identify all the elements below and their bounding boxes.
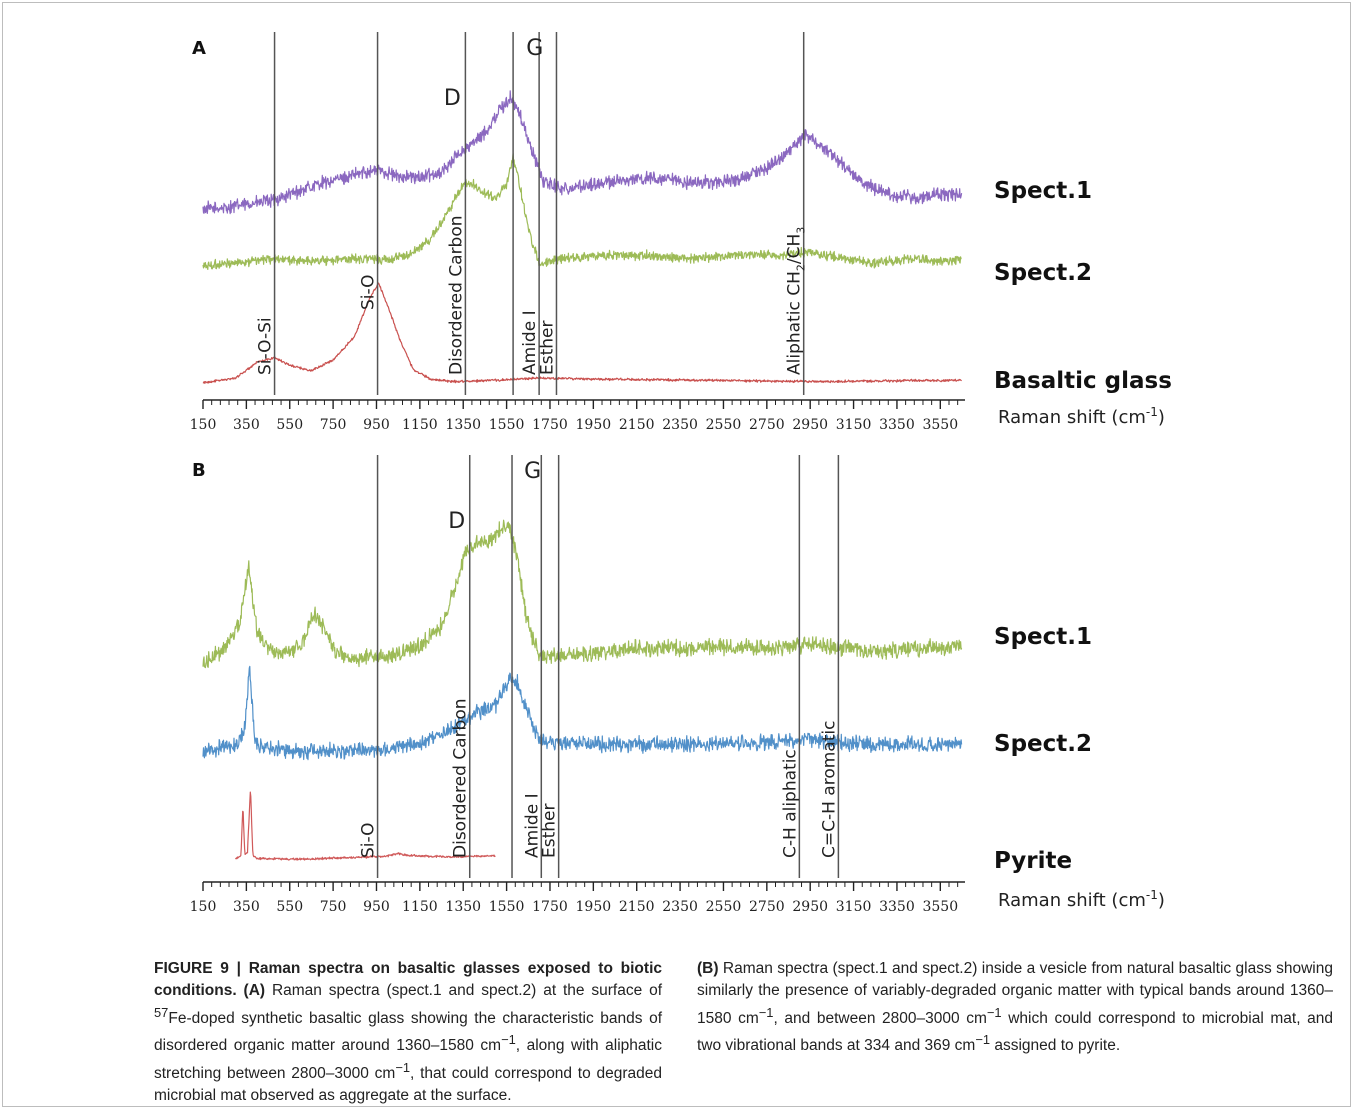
figure-caption-left: FIGURE 9 | Raman spectra on basaltic gla… xyxy=(154,958,662,1107)
x-tick-label: 3350 xyxy=(879,899,915,915)
peak-letter-d: D xyxy=(448,509,465,534)
x-tick-label: 3150 xyxy=(836,417,872,433)
band-label: Amide I xyxy=(520,310,540,375)
x-tick-label: 1750 xyxy=(532,417,568,433)
x-tick-label: 2550 xyxy=(706,417,742,433)
x-tick-label: 950 xyxy=(363,417,390,433)
x-tick-label: 2750 xyxy=(749,417,785,433)
series-trace-basaltic-glass xyxy=(202,282,962,384)
x-tick-label: 1350 xyxy=(445,899,481,915)
x-tick-label: 1550 xyxy=(489,417,525,433)
x-tick-label: 750 xyxy=(320,899,347,915)
series-label: Spect.2 xyxy=(994,260,1092,286)
band-label: Disordered Carbon xyxy=(446,215,466,375)
x-tick-label: 2350 xyxy=(662,417,698,433)
x-tick-label: 1350 xyxy=(445,417,481,433)
x-tick-label: 2950 xyxy=(792,899,828,915)
band-label: Si-O-Si xyxy=(256,317,276,375)
band-label: Aliphatic CH2/CH3 xyxy=(785,227,808,375)
band-label: Si-O xyxy=(359,822,379,858)
panel-label: A xyxy=(192,38,206,59)
x-tick-label: 350 xyxy=(233,417,260,433)
x-tick-label: 2550 xyxy=(706,899,742,915)
x-tick-label: 1950 xyxy=(576,899,612,915)
band-label: Esther xyxy=(540,804,560,859)
x-tick-label: 2750 xyxy=(749,899,785,915)
x-tick-label: 550 xyxy=(276,417,303,433)
x-tick-label: 1550 xyxy=(489,899,525,915)
x-tick-label: 1150 xyxy=(402,899,438,915)
series-trace-spect-1 xyxy=(202,519,963,669)
x-tick-label: 3150 xyxy=(836,899,872,915)
panel-a-chart: A 150 350 550 750 950 1150 1350 1550 1750 1950 2150… xyxy=(190,32,1172,433)
band-label: C-H aliphatic xyxy=(780,749,800,858)
caption-b-label: (B) xyxy=(697,960,719,977)
x-tick-label: 550 xyxy=(276,899,303,915)
peak-letter-d: D xyxy=(444,86,461,111)
x-tick-label: 3550 xyxy=(922,417,958,433)
series-trace-spect-2 xyxy=(202,665,963,761)
series-label: Spect.1 xyxy=(994,178,1092,204)
figure-caption-right: (B) Raman spectra (spect.1 and spect.2) … xyxy=(697,958,1333,1057)
panel-label: B xyxy=(192,460,206,481)
x-tick-label: 350 xyxy=(233,899,260,915)
x-tick-label: 1950 xyxy=(576,417,612,433)
peak-letter-g: G xyxy=(526,36,543,61)
series-label: Pyrite xyxy=(994,848,1072,874)
x-tick-label: 950 xyxy=(363,899,390,915)
band-label: Disordered Carbon xyxy=(451,698,471,858)
panel-b-chart: B 150 350 550 750 950 1150 1350 1550 1750 1950 2150… xyxy=(190,455,1165,915)
x-axis-title: Raman shift (cm-1) xyxy=(998,888,1165,911)
series-trace-spect-2 xyxy=(202,152,962,270)
raman-figure: A 150 350 550 750 950 1150 1350 1550 1750 1950 2150… xyxy=(190,32,1172,915)
x-tick-label: 2150 xyxy=(619,899,655,915)
series-label: Spect.1 xyxy=(994,624,1092,650)
caption-figure-label: FIGURE 9 | Raman spectra on basaltic gla… xyxy=(154,960,662,999)
x-tick-label: 2950 xyxy=(792,417,828,433)
x-tick-label: 1750 xyxy=(532,899,568,915)
x-axis-title: Raman shift (cm-1) xyxy=(998,405,1165,428)
x-tick-label: 2350 xyxy=(662,899,698,915)
caption-a-text: Raman spectra (spect.1 and spect.2) at t… xyxy=(154,981,663,1104)
band-label: C=C-H aromatic xyxy=(819,721,839,858)
band-label: Si-O xyxy=(359,274,379,310)
caption-a-label: (A) xyxy=(243,981,266,999)
caption-b-text: Raman spectra (spect.1 and spect.2) insi… xyxy=(697,960,1333,1055)
x-tick-label: 150 xyxy=(190,899,217,915)
series-label: Spect.2 xyxy=(994,731,1092,757)
series-trace-spect-1 xyxy=(202,90,963,215)
x-tick-label: 3350 xyxy=(879,417,915,433)
x-tick-label: 2150 xyxy=(619,417,655,433)
band-label: Amide I xyxy=(522,793,542,858)
series-label: Basaltic glass xyxy=(994,368,1172,394)
peak-letter-g: G xyxy=(524,459,541,484)
x-tick-label: 3550 xyxy=(922,899,958,915)
x-tick-label: 150 xyxy=(190,417,217,433)
band-label: Esther xyxy=(537,321,557,376)
x-tick-label: 750 xyxy=(320,417,347,433)
series-trace-pyrite xyxy=(234,791,496,861)
x-tick-label: 1150 xyxy=(402,417,438,433)
